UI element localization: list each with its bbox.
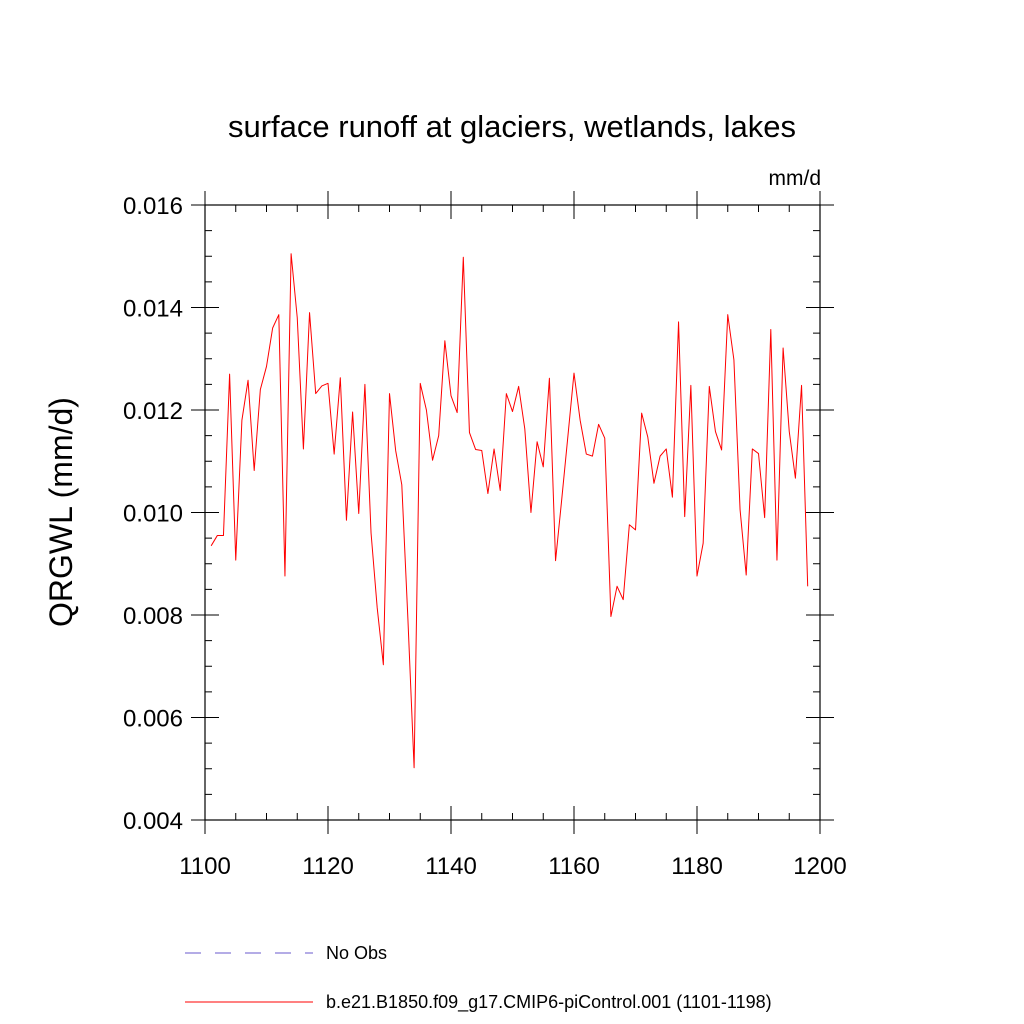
x-tick-label: 1160 bbox=[548, 853, 600, 880]
y-tick-label: 0.014 bbox=[123, 296, 183, 323]
legend: No Obs b.e21.B1850.f09_g17.CMIP6-piContr… bbox=[185, 943, 772, 1013]
x-tick-label: 1100 bbox=[179, 853, 231, 880]
y-axis-label: QRGWL (mm/d) bbox=[43, 397, 79, 627]
series-line bbox=[210, 253, 809, 769]
y-tick-label: 0.016 bbox=[123, 193, 183, 220]
x-tick-label: 1120 bbox=[302, 853, 354, 880]
x-tick-label: 1140 bbox=[425, 853, 477, 880]
x-tick-label: 1200 bbox=[793, 853, 846, 880]
x-tick-label: 1180 bbox=[671, 853, 723, 880]
plot-frame bbox=[204, 204, 821, 821]
axes: 1100 1120 1140 1160 1180 1200 0.004 0.006 0.008 0… bbox=[123, 191, 847, 880]
y-tick-label: 0.008 bbox=[123, 603, 183, 630]
y-tick-label: 0.012 bbox=[123, 398, 183, 425]
series-layer bbox=[210, 253, 809, 769]
chart-title: surface runoff at glaciers, wetlands, la… bbox=[228, 109, 796, 144]
y-tick-label: 0.006 bbox=[123, 706, 183, 733]
y-tick-label: 0.004 bbox=[123, 808, 183, 835]
units-label: mm/d bbox=[769, 167, 822, 190]
legend-label-picontrol: b.e21.B1850.f09_g17.CMIP6-piControl.001 … bbox=[326, 992, 772, 1013]
legend-label-no-obs: No Obs bbox=[326, 943, 387, 963]
y-tick-label: 0.010 bbox=[123, 501, 183, 528]
